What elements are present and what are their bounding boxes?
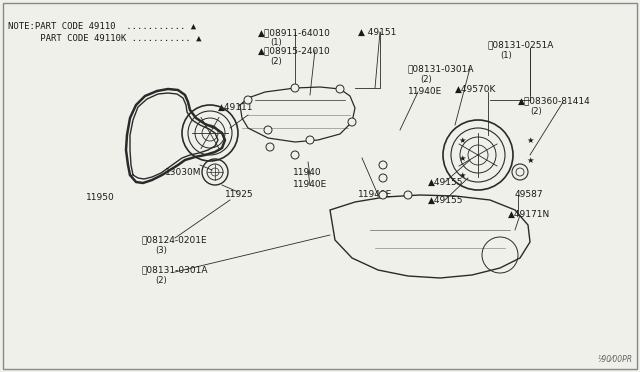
Text: ▲ⓜ08915-24010: ▲ⓜ08915-24010 xyxy=(258,46,331,55)
Text: (2): (2) xyxy=(155,276,167,285)
Text: 11940E: 11940E xyxy=(293,180,327,189)
Text: (2): (2) xyxy=(420,75,432,84)
Circle shape xyxy=(291,151,299,159)
Circle shape xyxy=(306,136,314,144)
Circle shape xyxy=(348,118,356,126)
Text: ▲49171N: ▲49171N xyxy=(508,210,550,219)
Text: ⅟90⁄00PR: ⅟90⁄00PR xyxy=(597,355,632,364)
Text: Ⓑ08131-0301A: Ⓑ08131-0301A xyxy=(408,64,474,73)
Text: 49587: 49587 xyxy=(515,190,543,199)
Text: (2): (2) xyxy=(270,57,282,66)
Text: 11925: 11925 xyxy=(225,190,253,199)
Text: 11950: 11950 xyxy=(86,193,115,202)
Text: 11940E: 11940E xyxy=(358,190,392,199)
Circle shape xyxy=(379,174,387,182)
Text: ★: ★ xyxy=(458,154,466,163)
Text: ▲49155: ▲49155 xyxy=(428,196,463,205)
Circle shape xyxy=(266,143,274,151)
Text: Ⓑ08124-0201E: Ⓑ08124-0201E xyxy=(142,235,207,244)
Circle shape xyxy=(404,191,412,199)
Text: 11940: 11940 xyxy=(293,168,322,177)
Text: (3): (3) xyxy=(155,246,167,255)
Text: ▲ⓝ08911-64010: ▲ⓝ08911-64010 xyxy=(258,28,331,37)
Circle shape xyxy=(379,161,387,169)
Circle shape xyxy=(264,126,272,134)
Circle shape xyxy=(244,96,252,104)
Text: 13030M: 13030M xyxy=(165,168,202,177)
Text: ▲49111: ▲49111 xyxy=(218,103,253,112)
Text: ★: ★ xyxy=(526,135,534,144)
Text: ▲Ⓢ08360-81414: ▲Ⓢ08360-81414 xyxy=(518,96,591,105)
Text: (1): (1) xyxy=(500,51,512,60)
Circle shape xyxy=(336,85,344,93)
Text: ★: ★ xyxy=(458,170,466,180)
Text: (1): (1) xyxy=(270,38,282,47)
Text: Ⓑ08131-0301A: Ⓑ08131-0301A xyxy=(142,265,209,274)
Circle shape xyxy=(291,84,299,92)
Text: ▲ 49151: ▲ 49151 xyxy=(358,28,396,37)
Text: 11940E: 11940E xyxy=(408,87,442,96)
Text: NOTE:PART CODE 49110  ........... ▲: NOTE:PART CODE 49110 ........... ▲ xyxy=(8,22,196,31)
Text: ★: ★ xyxy=(526,155,534,164)
Text: ▲49155: ▲49155 xyxy=(428,178,463,187)
Text: (2): (2) xyxy=(530,107,541,116)
Text: ★: ★ xyxy=(458,135,466,144)
Circle shape xyxy=(379,191,387,199)
Text: Ⓑ08131-0251A: Ⓑ08131-0251A xyxy=(488,40,554,49)
Text: PART CODE 49110K ........... ▲: PART CODE 49110K ........... ▲ xyxy=(8,34,202,43)
Text: ▲49570K: ▲49570K xyxy=(455,85,497,94)
